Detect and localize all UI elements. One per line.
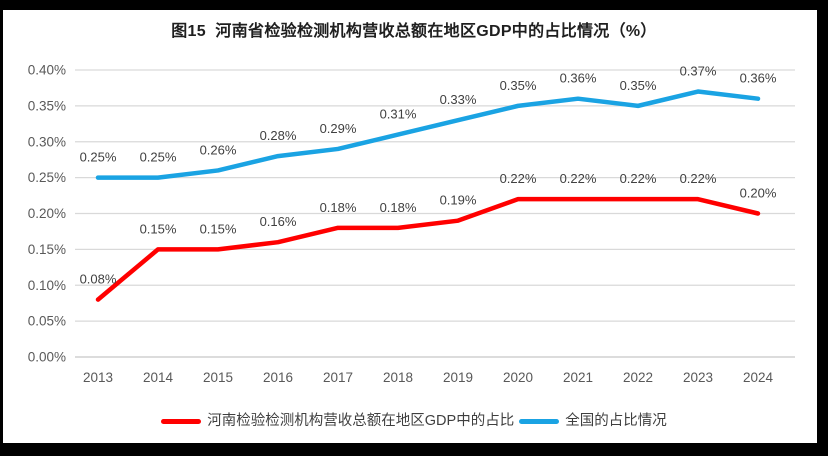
data-label: 0.16% bbox=[260, 214, 297, 229]
x-tick-label: 2024 bbox=[743, 370, 774, 385]
legend-red-line-icon bbox=[161, 418, 202, 424]
data-label: 0.22% bbox=[500, 171, 537, 186]
data-label: 0.22% bbox=[680, 171, 717, 186]
data-label: 0.08% bbox=[80, 272, 117, 287]
legend-blue-line-icon bbox=[519, 418, 560, 424]
data-label: 0.35% bbox=[620, 78, 657, 93]
data-label: 0.15% bbox=[200, 221, 237, 236]
legend-item-henan: 河南检验检测机构营收总额在地区GDP中的占比 bbox=[161, 414, 514, 429]
y-tick-label: 0.40% bbox=[28, 63, 66, 78]
x-tick-label: 2019 bbox=[443, 370, 473, 385]
x-tick-label: 2020 bbox=[503, 370, 533, 385]
x-tick-label: 2023 bbox=[683, 370, 713, 385]
legend-label-henan: 河南检验检测机构营收总额在地区GDP中的占比 bbox=[207, 412, 515, 429]
data-label: 0.22% bbox=[560, 171, 597, 186]
y-tick-label: 0.30% bbox=[28, 134, 66, 149]
y-tick-label: 0.20% bbox=[28, 206, 66, 221]
data-label: 0.25% bbox=[140, 150, 177, 165]
x-tick-label: 2014 bbox=[143, 370, 174, 385]
data-label: 0.36% bbox=[560, 71, 597, 86]
series-line-henan bbox=[95, 196, 761, 302]
x-tick-label: 2021 bbox=[563, 370, 593, 385]
legend-label-national: 全国的占比情况 bbox=[565, 412, 667, 429]
data-label: 0.15% bbox=[140, 221, 177, 236]
x-tick-label: 2022 bbox=[623, 370, 653, 385]
data-label: 0.33% bbox=[440, 92, 477, 107]
data-label: 0.25% bbox=[80, 150, 117, 165]
data-label: 0.22% bbox=[620, 171, 657, 186]
data-label: 0.36% bbox=[740, 71, 777, 86]
data-label: 0.20% bbox=[740, 186, 777, 201]
chart-title: 图15 河南省检验检测机构营收总额在地区GDP中的占比情况（%） bbox=[171, 23, 657, 40]
y-tick-label: 0.05% bbox=[28, 314, 66, 329]
data-label: 0.26% bbox=[200, 142, 237, 157]
y-tick-label: 0.10% bbox=[28, 278, 66, 293]
data-label: 0.19% bbox=[440, 193, 477, 208]
x-tick-label: 2017 bbox=[323, 370, 353, 385]
y-tick-label: 0.25% bbox=[28, 170, 66, 185]
legend-item-national: 全国的占比情况 bbox=[519, 414, 667, 429]
data-label: 0.28% bbox=[260, 128, 297, 143]
x-tick-label: 2015 bbox=[203, 370, 233, 385]
x-tick-label: 2016 bbox=[263, 370, 293, 385]
data-label: 0.29% bbox=[320, 121, 357, 136]
data-label: 0.37% bbox=[680, 64, 717, 79]
data-label: 0.35% bbox=[500, 78, 537, 93]
chart-legend: 河南检验检测机构营收总额在地区GDP中的占比 全国的占比情况 bbox=[0, 406, 828, 436]
y-tick-label: 0.15% bbox=[28, 242, 66, 257]
data-label: 0.31% bbox=[380, 107, 417, 122]
series-line-national bbox=[95, 89, 761, 180]
data-label: 0.18% bbox=[320, 200, 357, 215]
data-label: 0.18% bbox=[380, 200, 417, 215]
y-tick-label: 0.00% bbox=[28, 350, 66, 365]
y-tick-label: 0.35% bbox=[28, 98, 66, 113]
x-tick-label: 2013 bbox=[83, 370, 113, 385]
x-tick-label: 2018 bbox=[383, 370, 413, 385]
